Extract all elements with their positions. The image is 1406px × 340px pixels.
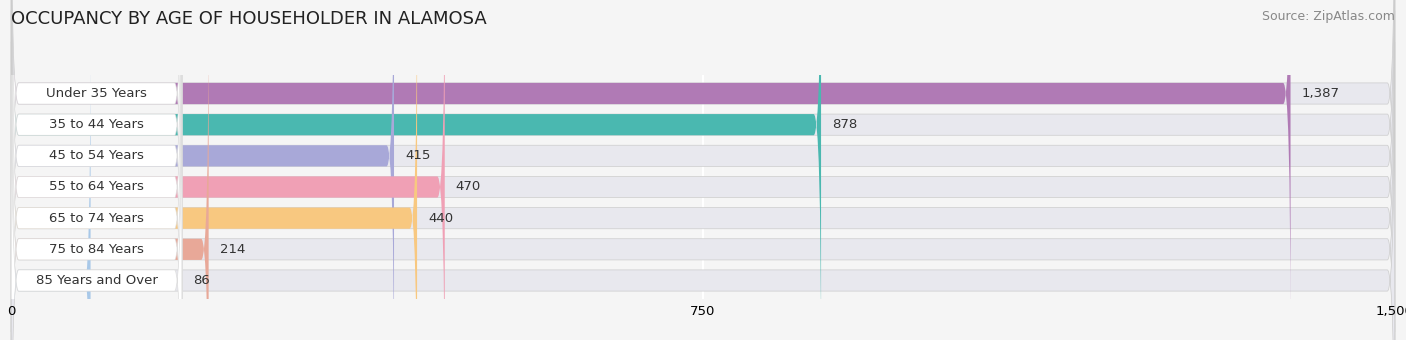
FancyBboxPatch shape <box>11 0 181 340</box>
Text: 470: 470 <box>456 181 481 193</box>
FancyBboxPatch shape <box>11 0 1395 340</box>
Text: 85 Years and Over: 85 Years and Over <box>35 274 157 287</box>
Text: 86: 86 <box>193 274 209 287</box>
FancyBboxPatch shape <box>11 0 181 340</box>
FancyBboxPatch shape <box>11 0 1395 340</box>
FancyBboxPatch shape <box>11 42 90 340</box>
FancyBboxPatch shape <box>11 0 1395 332</box>
FancyBboxPatch shape <box>11 0 1395 340</box>
FancyBboxPatch shape <box>11 11 208 340</box>
Text: 65 to 74 Years: 65 to 74 Years <box>49 212 143 225</box>
Text: 214: 214 <box>219 243 245 256</box>
FancyBboxPatch shape <box>11 0 1291 332</box>
FancyBboxPatch shape <box>11 0 821 340</box>
Text: 75 to 84 Years: 75 to 84 Years <box>49 243 143 256</box>
Text: OCCUPANCY BY AGE OF HOUSEHOLDER IN ALAMOSA: OCCUPANCY BY AGE OF HOUSEHOLDER IN ALAMO… <box>11 10 486 28</box>
FancyBboxPatch shape <box>11 0 181 340</box>
Text: 35 to 44 Years: 35 to 44 Years <box>49 118 143 131</box>
FancyBboxPatch shape <box>11 0 181 332</box>
Text: 415: 415 <box>405 149 430 162</box>
Text: Under 35 Years: Under 35 Years <box>46 87 148 100</box>
FancyBboxPatch shape <box>11 11 1395 340</box>
FancyBboxPatch shape <box>11 0 1395 340</box>
Text: 45 to 54 Years: 45 to 54 Years <box>49 149 143 162</box>
Text: 1,387: 1,387 <box>1302 87 1340 100</box>
Text: 55 to 64 Years: 55 to 64 Years <box>49 181 143 193</box>
FancyBboxPatch shape <box>11 0 394 340</box>
FancyBboxPatch shape <box>11 11 181 340</box>
FancyBboxPatch shape <box>11 42 1395 340</box>
Text: Source: ZipAtlas.com: Source: ZipAtlas.com <box>1261 10 1395 23</box>
FancyBboxPatch shape <box>11 0 181 340</box>
FancyBboxPatch shape <box>11 42 181 340</box>
Text: 440: 440 <box>429 212 453 225</box>
FancyBboxPatch shape <box>11 0 444 340</box>
Text: 878: 878 <box>832 118 858 131</box>
FancyBboxPatch shape <box>11 0 418 340</box>
